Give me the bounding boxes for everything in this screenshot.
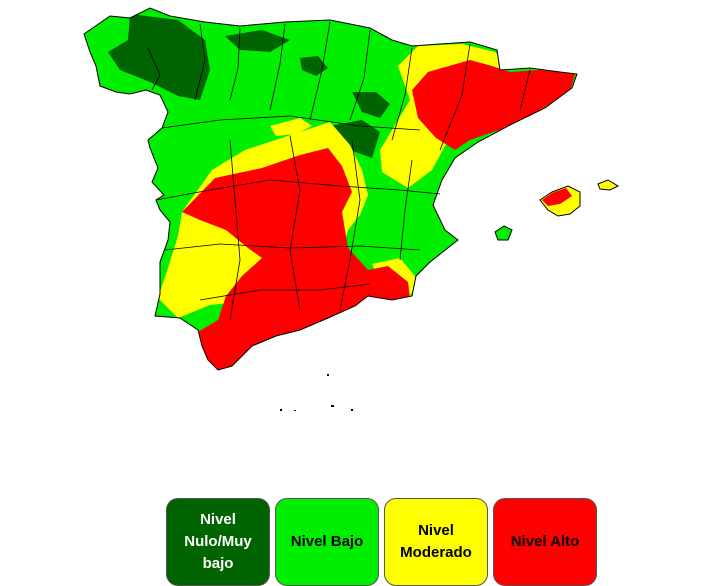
risk-map bbox=[83, 7, 620, 411]
zone-nulo-galicia bbox=[108, 14, 210, 100]
legend: Nivel Nulo/Muy bajo Nivel Bajo Nivel Mod… bbox=[166, 498, 598, 586]
mallorca-alto bbox=[542, 188, 572, 206]
legend-nulo-muy-bajo: Nivel Nulo/Muy bajo bbox=[166, 498, 270, 586]
peninsula-outline bbox=[83, 7, 578, 371]
legend-alto: Nivel Alto bbox=[493, 498, 597, 586]
zone-nulo-pirineo bbox=[300, 56, 328, 76]
zone-moderado-noroeste bbox=[270, 118, 312, 136]
small-islets bbox=[280, 374, 353, 411]
province-borders bbox=[147, 21, 531, 321]
menorca bbox=[597, 179, 620, 191]
legend-moderado: Nivel Moderado bbox=[384, 498, 488, 586]
legend-bajo: Nivel Bajo bbox=[275, 498, 379, 586]
zone-nulo-iberico bbox=[330, 120, 380, 158]
peninsula-map bbox=[83, 7, 578, 371]
zone-nulo-ebro bbox=[352, 92, 390, 118]
zone-nulo-cantabrica bbox=[225, 30, 290, 52]
balearic-islands bbox=[494, 179, 620, 241]
zone-alto-cataluna-aragon bbox=[412, 60, 575, 150]
zone-alto-centro-sur bbox=[182, 148, 410, 370]
ibiza bbox=[494, 225, 513, 241]
